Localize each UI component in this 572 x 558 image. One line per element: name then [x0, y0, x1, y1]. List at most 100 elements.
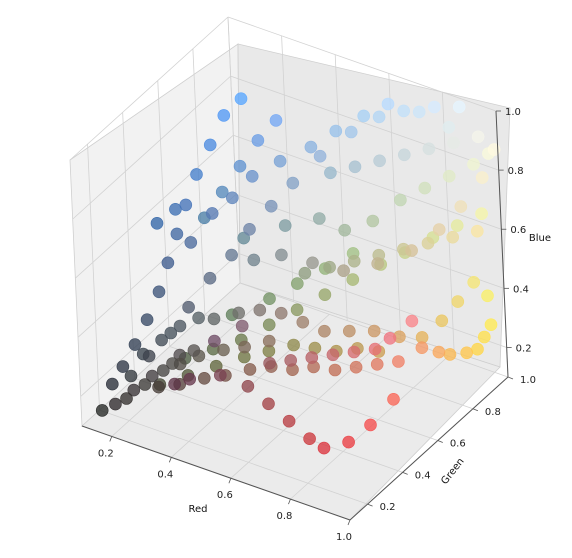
data-point — [470, 224, 484, 238]
data-point — [415, 341, 429, 355]
data-point — [337, 264, 350, 278]
data-point — [383, 331, 397, 345]
data-point — [364, 418, 377, 432]
data-point — [442, 121, 456, 134]
x-tick-label: 1.0 — [336, 532, 352, 543]
z-tick-label: 0.6 — [510, 225, 526, 236]
y-tick — [402, 471, 408, 475]
data-point — [387, 392, 400, 406]
z-tick-label: 0.8 — [508, 166, 524, 177]
data-point — [447, 136, 460, 150]
data-point — [264, 199, 278, 213]
grid-line-z-right-wall — [227, 16, 497, 112]
data-point — [481, 289, 494, 303]
grid-line-y-floor — [134, 377, 403, 473]
data-point — [290, 303, 304, 317]
data-point — [290, 277, 304, 290]
data-point — [245, 170, 259, 183]
grid-line-x-floor — [230, 334, 390, 479]
data-point — [367, 324, 381, 338]
grid-line-z-right-wall — [230, 75, 499, 171]
data-point — [275, 248, 288, 262]
data-point — [346, 273, 360, 286]
data-point — [184, 236, 198, 249]
grid-line-y-floor — [204, 314, 474, 410]
data-point — [127, 383, 141, 397]
grid-line-z-right-wall — [235, 193, 505, 289]
data-point — [173, 319, 187, 333]
data-point — [342, 435, 355, 449]
data-point — [305, 351, 319, 364]
data-point — [324, 166, 337, 180]
data-point — [349, 360, 363, 374]
data-point — [366, 214, 380, 228]
y-tick — [507, 376, 514, 380]
data-point — [344, 125, 358, 139]
y-axis-line — [349, 376, 509, 521]
data-point — [381, 97, 395, 111]
data-point — [150, 217, 164, 230]
data-point — [460, 346, 474, 360]
y-tick-label: 1.0 — [520, 375, 536, 386]
data-point — [357, 109, 371, 123]
y-tick — [472, 408, 479, 412]
grid-line-z-left-wall — [72, 75, 231, 220]
data-point — [454, 200, 468, 213]
data-point — [484, 318, 498, 332]
grid-line-y-wall — [87, 144, 100, 411]
data-point — [306, 256, 319, 270]
data-point — [263, 356, 276, 370]
data-point — [304, 140, 318, 154]
data-point — [182, 300, 195, 314]
x-tick — [109, 436, 113, 442]
data-point — [251, 134, 265, 147]
data-point — [392, 355, 405, 368]
data-point — [282, 414, 296, 428]
data-point — [217, 109, 231, 122]
data-point — [208, 334, 221, 348]
data-point — [313, 149, 327, 163]
data-point — [124, 369, 138, 383]
data-point — [170, 227, 184, 241]
x-tick-label: 0.8 — [276, 511, 292, 522]
data-point — [432, 223, 446, 236]
grid-line-x-wall — [442, 92, 455, 359]
data-point — [95, 404, 109, 417]
data-point — [397, 104, 411, 118]
data-point — [161, 256, 175, 270]
data-point — [338, 223, 352, 237]
data-point — [421, 236, 435, 250]
data-point — [203, 138, 217, 152]
data-point — [116, 360, 130, 373]
data-point — [278, 219, 292, 232]
data-point — [215, 185, 229, 199]
data-point — [405, 314, 419, 328]
data-point — [296, 315, 310, 329]
data-point — [487, 143, 501, 156]
y-tick-label: 0.8 — [485, 407, 501, 418]
data-point — [237, 231, 250, 245]
data-point — [342, 324, 356, 338]
data-point — [284, 354, 298, 367]
data-point — [317, 441, 331, 455]
data-point — [243, 363, 257, 376]
data-point — [166, 357, 179, 370]
x-tick-label: 0.2 — [98, 448, 114, 459]
data-point — [435, 314, 449, 328]
data-point — [442, 169, 456, 183]
grid-line-x-floor — [111, 293, 271, 437]
x-tick — [347, 519, 351, 526]
data-point — [243, 223, 256, 236]
z-axis-label: Blue — [529, 233, 551, 244]
data-point — [233, 159, 247, 173]
data-point — [192, 311, 205, 325]
x-tick-label: 0.6 — [217, 490, 233, 501]
data-point — [286, 176, 300, 190]
data-point — [273, 154, 287, 168]
data-point — [452, 100, 466, 114]
x-axis-line — [81, 425, 351, 521]
data-point — [179, 198, 193, 212]
data-point — [190, 168, 203, 181]
grid-line-z-right-wall — [233, 134, 502, 230]
